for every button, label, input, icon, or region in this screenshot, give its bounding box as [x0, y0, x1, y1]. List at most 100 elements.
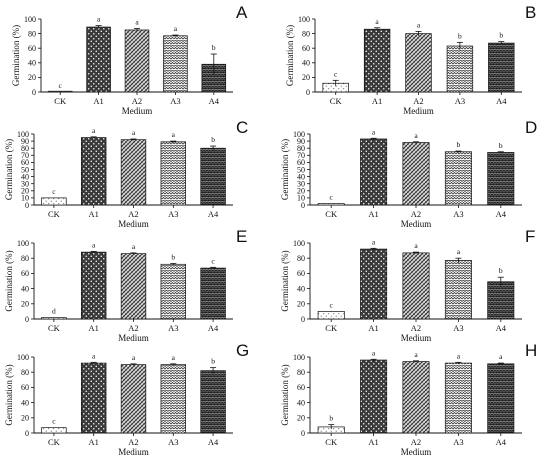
significance-label: a — [92, 126, 96, 135]
chart-panel-e: 0 20 40 60 80 100 d CK a A1 a A2 b A3 c A4 Medium Germina… — [4, 227, 247, 343]
y-tick-label: 40 — [297, 172, 305, 181]
x-tick-label: CK — [330, 96, 343, 106]
y-tick-label: 60 — [28, 44, 36, 53]
x-tick-label: A4 — [208, 437, 219, 447]
y-tick-label: 100 — [24, 15, 36, 24]
significance-label: b — [211, 357, 215, 366]
bar-a1 — [86, 26, 111, 93]
x-tick-label: A4 — [496, 96, 507, 106]
x-tick-label: A2 — [413, 96, 423, 106]
x-tick-label: A3 — [168, 437, 178, 447]
x-tick-label: A3 — [168, 209, 178, 219]
x-axis-title: Medium — [401, 219, 432, 229]
y-tick-label: 80 — [302, 29, 310, 38]
y-tick-label: 40 — [21, 398, 29, 407]
significance-label: c — [330, 193, 334, 202]
x-tick-label: A2 — [128, 323, 138, 333]
significance-label: b — [458, 31, 462, 40]
y-tick-label: 100 — [17, 239, 29, 248]
x-tick-label: CK — [325, 437, 338, 447]
y-tick-label: 20 — [21, 187, 29, 196]
significance-label: a — [457, 247, 461, 256]
y-tick-label: 100 — [17, 130, 29, 139]
y-tick-label: 20 — [297, 414, 305, 423]
significance-label: b — [171, 253, 175, 262]
x-axis-title: Medium — [118, 447, 149, 457]
x-tick-label: CK — [325, 209, 338, 219]
bar-a3 — [444, 151, 472, 206]
y-tick-label: 60 — [21, 383, 29, 392]
y-tick-label: 40 — [28, 59, 36, 68]
bar-a2 — [402, 361, 430, 434]
bar-a1 — [81, 362, 107, 434]
x-tick-label: A2 — [411, 323, 421, 333]
y-tick-label: 60 — [21, 158, 29, 167]
x-tick-label: A1 — [89, 437, 99, 447]
y-tick-label: 40 — [302, 59, 310, 68]
significance-label: a — [135, 17, 139, 26]
y-axis-title: Germination (%) — [11, 25, 21, 86]
x-tick-label: CK — [48, 437, 61, 447]
bar-a3 — [446, 45, 474, 93]
significance-label: b — [499, 266, 503, 275]
y-tick-label: 20 — [28, 73, 36, 82]
y-axis-title: Germination (%) — [4, 364, 14, 425]
panel-letter-d: D — [525, 118, 537, 137]
y-tick-label: 30 — [297, 180, 305, 189]
significance-label: a — [92, 240, 96, 249]
y-axis-title: Germination (%) — [4, 139, 14, 200]
x-axis-title: Medium — [403, 106, 434, 116]
x-axis-title: Medium — [401, 447, 432, 457]
bar-a2 — [120, 253, 147, 320]
y-tick-label: 100 — [293, 353, 305, 362]
y-tick-label: 60 — [297, 269, 305, 278]
panel-letter-c: C — [236, 118, 248, 137]
x-tick-label: A1 — [368, 437, 378, 447]
y-tick-label: 60 — [21, 269, 29, 278]
significance-label: b — [499, 31, 503, 40]
y-tick-label: 80 — [21, 368, 29, 377]
bar-a4 — [200, 147, 226, 206]
significance-label: a — [132, 128, 136, 137]
bar-a1 — [81, 251, 107, 320]
bar-ck — [41, 427, 67, 434]
y-tick-label: 40 — [297, 398, 305, 407]
y-tick-label: 0 — [306, 88, 310, 97]
bar-a3 — [444, 260, 472, 320]
chart-panel-g: 0 20 40 60 80 100 c CK a A1 a A2 a A3 b A4 Medium Germina… — [4, 341, 249, 457]
y-tick-label: 0 — [25, 429, 29, 438]
panels-layer: 0 20 40 60 80 100 c CK a A1 a A2 a A3 b A4 Medium Germina… — [4, 3, 537, 457]
bar-a1 — [363, 28, 391, 93]
panel-letter-e: E — [236, 227, 247, 246]
bar-a2 — [120, 364, 147, 434]
y-tick-label: 90 — [297, 137, 305, 146]
chart-panel-b: 0 20 40 60 80 100 c CK a A1 a A2 b A3 b A4 Medium Germina… — [285, 3, 536, 116]
panel-letter-h: H — [525, 341, 537, 360]
y-tick-label: 0 — [25, 201, 29, 210]
x-tick-label: A1 — [89, 323, 99, 333]
bar-a3 — [160, 263, 186, 320]
x-tick-label: A4 — [496, 437, 507, 447]
bar-a4 — [200, 267, 226, 320]
bar-a2 — [402, 142, 430, 206]
significance-label: c — [59, 81, 63, 90]
bar-a1 — [360, 248, 388, 320]
y-tick-label: 100 — [17, 353, 29, 362]
significance-label: b — [457, 140, 461, 149]
x-tick-label: CK — [325, 323, 338, 333]
x-tick-label: A1 — [93, 96, 103, 106]
panel-letter-f: F — [525, 227, 535, 246]
y-tick-label: 0 — [301, 315, 305, 324]
bar-a1 — [360, 138, 388, 206]
y-tick-label: 60 — [302, 44, 310, 53]
x-tick-label: A2 — [411, 437, 421, 447]
significance-label: a — [172, 353, 176, 362]
significance-label: a — [174, 24, 178, 33]
x-tick-label: A4 — [208, 323, 219, 333]
x-tick-label: A4 — [209, 96, 220, 106]
x-axis-title: Medium — [118, 333, 149, 343]
bar-a3 — [160, 364, 186, 434]
significance-label: d — [52, 306, 56, 315]
y-tick-label: 100 — [298, 15, 310, 24]
x-tick-label: A2 — [128, 437, 138, 447]
